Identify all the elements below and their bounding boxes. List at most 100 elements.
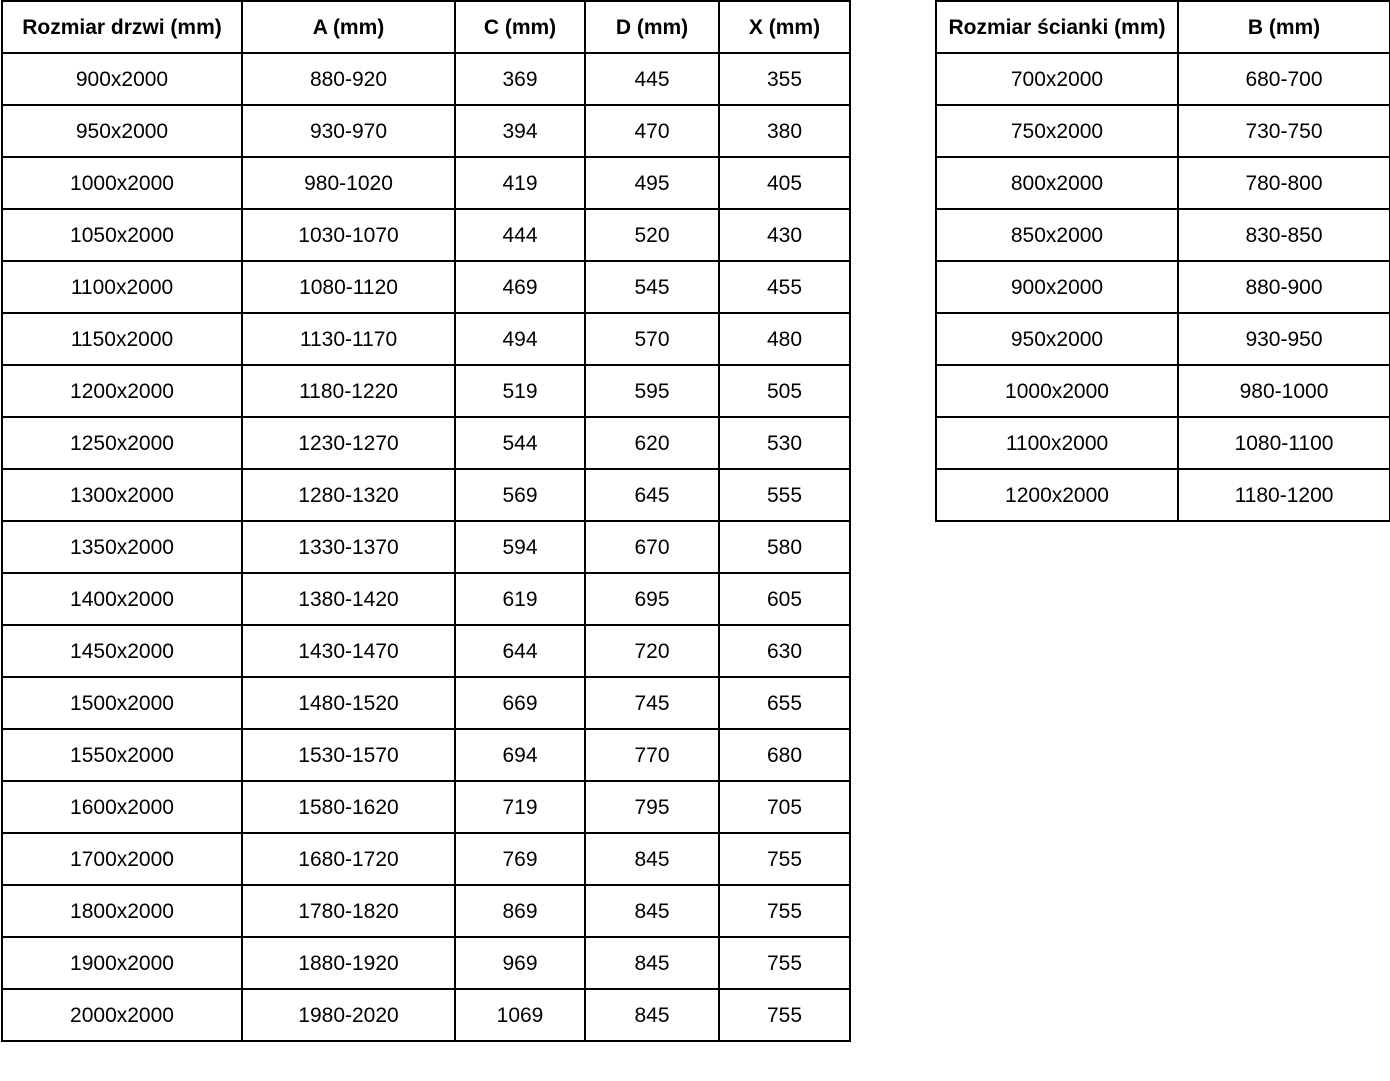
table-cell: 445: [584, 52, 720, 106]
table-cell: 1330-1370: [241, 520, 456, 574]
table-cell: 644: [454, 624, 586, 678]
table-cell: 930-950: [1177, 312, 1390, 366]
table-cell: 1180-1220: [241, 364, 456, 418]
table-cell: 1700x2000: [1, 832, 243, 886]
table-cell: 645: [584, 468, 720, 522]
table-row: 800x2000 780-800: [935, 156, 1390, 210]
table-cell: 755: [718, 936, 851, 990]
table-cell: 1250x2000: [1, 416, 243, 470]
table-cell: 845: [584, 832, 720, 886]
table-cell: 545: [584, 260, 720, 314]
table-cell: 555: [718, 468, 851, 522]
table-cell: 530: [718, 416, 851, 470]
table-cell: 1980-2020: [241, 988, 456, 1042]
table-cell: 1450x2000: [1, 624, 243, 678]
column-header: C (mm): [454, 0, 586, 54]
table-cell: 950x2000: [935, 312, 1179, 366]
table-cell: 470: [584, 104, 720, 158]
header-row: Rozmiar ścianki (mm) B (mm): [935, 0, 1390, 54]
table-row: 1400x2000 1380-1420 619 695 605: [1, 572, 851, 626]
table-cell: 1100x2000: [1, 260, 243, 314]
table-row: 750x2000 730-750: [935, 104, 1390, 158]
table-cell: 594: [454, 520, 586, 574]
table-row: 1250x2000 1230-1270 544 620 530: [1, 416, 851, 470]
wall-sizes-table: Rozmiar ścianki (mm) B (mm) 700x2000 680-70…: [935, 0, 1390, 522]
table-cell: 430: [718, 208, 851, 262]
table-cell: 630: [718, 624, 851, 678]
table-cell: 394: [454, 104, 586, 158]
table-cell: 850x2000: [935, 208, 1179, 262]
table-cell: 880-900: [1177, 260, 1390, 314]
table-cell: 1230-1270: [241, 416, 456, 470]
table-cell: 1900x2000: [1, 936, 243, 990]
door-sizes-table: Rozmiar drzwi (mm) A (mm) C (mm) D (mm) X (m…: [1, 0, 851, 1042]
table-cell: 720: [584, 624, 720, 678]
table-cell: 419: [454, 156, 586, 210]
table-cell: 444: [454, 208, 586, 262]
table-cell: 455: [718, 260, 851, 314]
table-cell: 519: [454, 364, 586, 418]
table-cell: 580: [718, 520, 851, 574]
table-cell: 1080-1100: [1177, 416, 1390, 470]
table-cell: 1780-1820: [241, 884, 456, 938]
table-cell: 620: [584, 416, 720, 470]
table-row: 1100x2000 1080-1100: [935, 416, 1390, 470]
table-cell: 680-700: [1177, 52, 1390, 106]
table-row: 900x2000 880-900: [935, 260, 1390, 314]
table-cell: 1500x2000: [1, 676, 243, 730]
table-cell: 769: [454, 832, 586, 886]
table-cell: 900x2000: [1, 52, 243, 106]
table-cell: 405: [718, 156, 851, 210]
table-cell: 1030-1070: [241, 208, 456, 262]
table-cell: 980-1000: [1177, 364, 1390, 418]
table-cell: 795: [584, 780, 720, 834]
table-cell: 1550x2000: [1, 728, 243, 782]
table-cell: 969: [454, 936, 586, 990]
table-cell: 495: [584, 156, 720, 210]
table-cell: 605: [718, 572, 851, 626]
table-cell: 730-750: [1177, 104, 1390, 158]
column-header: X (mm): [718, 0, 851, 54]
table-cell: 1280-1320: [241, 468, 456, 522]
table-cell: 950x2000: [1, 104, 243, 158]
table-row: 1550x2000 1530-1570 694 770 680: [1, 728, 851, 782]
table-cell: 2000x2000: [1, 988, 243, 1042]
table-row: 1600x2000 1580-1620 719 795 705: [1, 780, 851, 834]
table-cell: 380: [718, 104, 851, 158]
table-row: 1050x2000 1030-1070 444 520 430: [1, 208, 851, 262]
table-cell: 930-970: [241, 104, 456, 158]
table-row: 1150x2000 1130-1170 494 570 480: [1, 312, 851, 366]
table-cell: 1150x2000: [1, 312, 243, 366]
table-row: 1900x2000 1880-1920 969 845 755: [1, 936, 851, 990]
table-cell: 780-800: [1177, 156, 1390, 210]
table-row: 850x2000 830-850: [935, 208, 1390, 262]
table-cell: 755: [718, 988, 851, 1042]
table-cell: 1800x2000: [1, 884, 243, 938]
column-header: A (mm): [241, 0, 456, 54]
table-row: 1450x2000 1430-1470 644 720 630: [1, 624, 851, 678]
table-cell: 520: [584, 208, 720, 262]
table-cell: 770: [584, 728, 720, 782]
table-cell: 570: [584, 312, 720, 366]
table-cell: 900x2000: [935, 260, 1179, 314]
table-cell: 480: [718, 312, 851, 366]
table-cell: 670: [584, 520, 720, 574]
table-row: 1200x2000 1180-1220 519 595 505: [1, 364, 851, 418]
table-cell: 845: [584, 988, 720, 1042]
table-cell: 1400x2000: [1, 572, 243, 626]
table-cell: 1100x2000: [935, 416, 1179, 470]
table-cell: 980-1020: [241, 156, 456, 210]
table-row: 950x2000 930-970 394 470 380: [1, 104, 851, 158]
table-cell: 505: [718, 364, 851, 418]
table-cell: 1880-1920: [241, 936, 456, 990]
table-row: 900x2000 880-920 369 445 355: [1, 52, 851, 106]
table-cell: 1350x2000: [1, 520, 243, 574]
table-cell: 755: [718, 884, 851, 938]
wall-sizes-table: Rozmiar ścianki (mm) B (mm) 700x2000 680-70…: [935, 0, 1390, 522]
table-cell: 800x2000: [935, 156, 1179, 210]
table-cell: 1000x2000: [935, 364, 1179, 418]
table-cell: 1380-1420: [241, 572, 456, 626]
table-cell: 469: [454, 260, 586, 314]
table-cell: 595: [584, 364, 720, 418]
